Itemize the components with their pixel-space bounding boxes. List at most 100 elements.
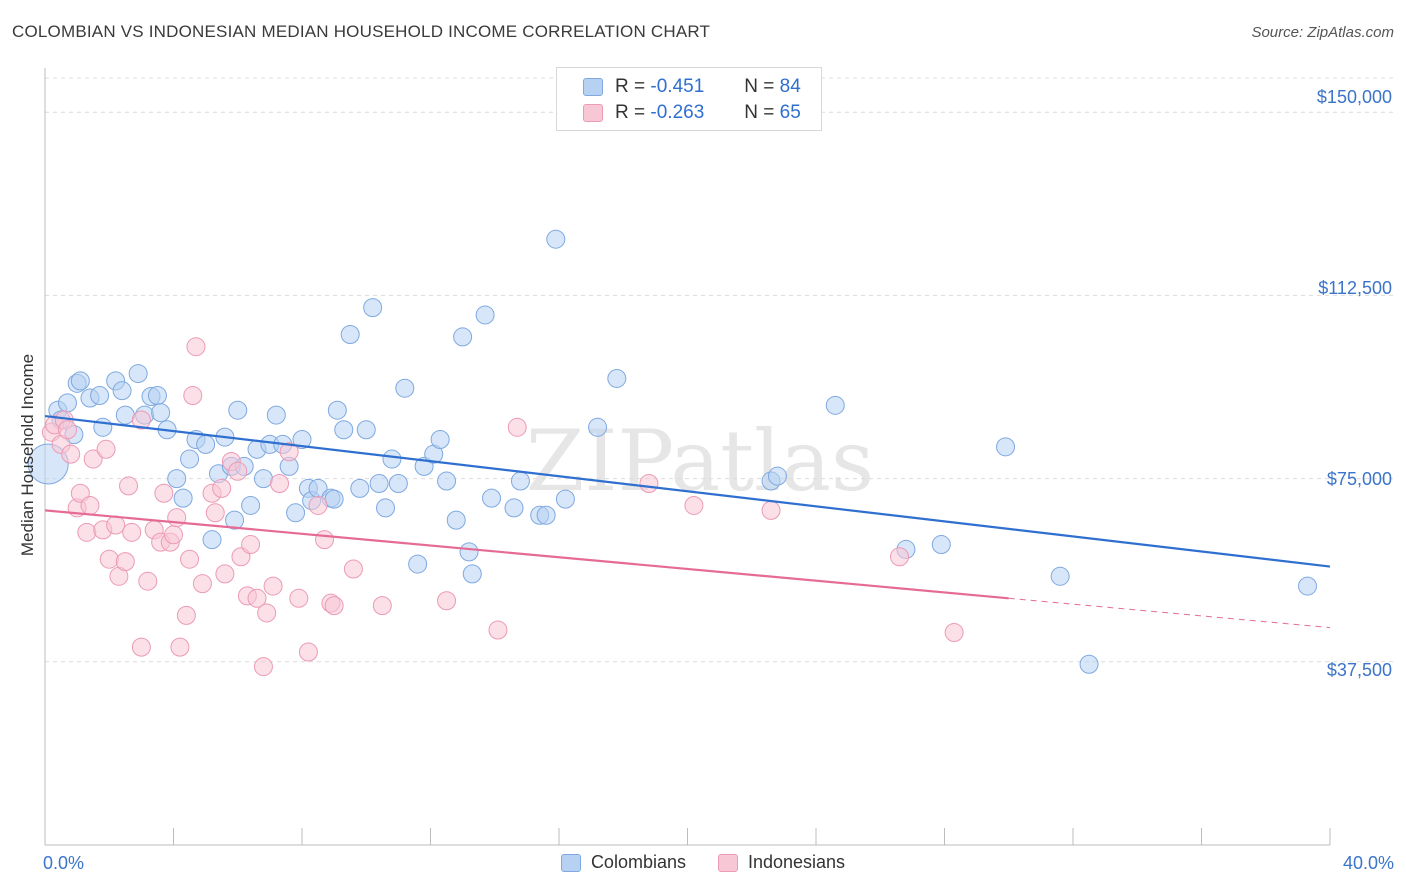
data-point-indonesians bbox=[61, 444, 81, 464]
data-point-indonesians bbox=[437, 591, 457, 611]
legend-r-label: R = bbox=[615, 76, 646, 97]
data-point-colombians bbox=[446, 510, 466, 530]
data-point-colombians bbox=[395, 378, 415, 398]
data-point-indonesians bbox=[57, 420, 77, 440]
data-point-indonesians bbox=[164, 525, 183, 545]
data-point-colombians bbox=[340, 324, 360, 344]
data-point-indonesians bbox=[106, 515, 126, 535]
data-point-indonesians bbox=[186, 337, 206, 357]
data-point-indonesians bbox=[138, 571, 158, 591]
data-point-colombians bbox=[350, 478, 370, 498]
data-point-colombians bbox=[57, 393, 77, 413]
legend-label: Indonesians bbox=[747, 852, 846, 872]
y-axis-label: Median Household Income bbox=[18, 353, 37, 557]
legend-item-colombians[interactable]: Colombians bbox=[560, 852, 686, 873]
x-tick-label: 0.0% bbox=[43, 853, 85, 873]
data-point-colombians bbox=[253, 469, 273, 489]
data-point-indonesians bbox=[119, 476, 139, 496]
axes bbox=[44, 68, 1331, 846]
data-point-colombians bbox=[453, 327, 473, 347]
data-point-indonesians bbox=[247, 588, 267, 608]
data-point-indonesians bbox=[270, 473, 290, 493]
data-point-indonesians bbox=[131, 410, 151, 430]
data-point-indonesians bbox=[176, 605, 196, 625]
legend-swatch-pink bbox=[583, 104, 603, 122]
data-point-indonesians bbox=[488, 620, 508, 640]
legend-n-label: N = bbox=[744, 76, 775, 97]
legend-item-indonesians[interactable]: Indonesians bbox=[717, 852, 846, 873]
data-point-colombians bbox=[588, 417, 608, 437]
data-point-colombians bbox=[202, 530, 222, 550]
data-point-colombians bbox=[196, 434, 216, 454]
data-point-indonesians bbox=[298, 642, 318, 662]
data-point-indonesians bbox=[228, 461, 248, 481]
data-point-colombians bbox=[228, 400, 248, 420]
data-point-indonesians bbox=[99, 549, 119, 569]
data-point-indonesians bbox=[684, 495, 704, 515]
data-point-colombians bbox=[173, 488, 193, 508]
data-point-colombians bbox=[327, 400, 347, 420]
data-point-indonesians bbox=[308, 495, 328, 515]
data-point-indonesians bbox=[314, 530, 334, 550]
data-point-indonesians bbox=[215, 564, 235, 584]
data-point-colombians bbox=[510, 471, 530, 491]
chart-title: COLOMBIAN VS INDONESIAN MEDIAN HOUSEHOLD… bbox=[12, 22, 711, 41]
y-tick-label: $112,500 bbox=[1318, 278, 1392, 298]
data-point-colombians bbox=[996, 437, 1016, 457]
trend-lines bbox=[44, 414, 1331, 629]
data-point-colombians bbox=[147, 386, 167, 406]
data-point-colombians bbox=[266, 405, 286, 425]
data-point-colombians bbox=[475, 305, 495, 325]
data-point-colombians bbox=[167, 469, 187, 489]
data-point-colombians bbox=[70, 371, 90, 391]
data-point-colombians bbox=[430, 430, 450, 450]
data-point-indonesians bbox=[279, 442, 299, 462]
data-point-colombians bbox=[90, 386, 110, 406]
data-point-colombians bbox=[607, 368, 627, 388]
trend-line-indonesians-extension bbox=[1008, 597, 1331, 629]
legend-row-colombians: R = -0.451 N = 84 bbox=[583, 74, 801, 100]
data-point-colombians bbox=[437, 471, 457, 491]
data-point-colombians bbox=[356, 420, 376, 440]
data-point-colombians bbox=[112, 381, 132, 401]
data-point-colombians bbox=[408, 554, 428, 574]
data-point-colombians bbox=[27, 443, 69, 485]
legend-row-indonesians: R = -0.263 N = 65 bbox=[583, 100, 801, 126]
data-point-colombians bbox=[1050, 566, 1070, 586]
data-point-indonesians bbox=[77, 522, 97, 542]
data-point-colombians bbox=[482, 488, 502, 508]
data-point-indonesians bbox=[253, 657, 273, 677]
grid-lines bbox=[45, 77, 1395, 663]
data-point-indonesians bbox=[83, 449, 103, 469]
legend-label: Colombians bbox=[590, 852, 686, 872]
data-point-colombians bbox=[334, 420, 354, 440]
data-point-indonesians bbox=[154, 483, 174, 503]
legend-r-value: -0.451 bbox=[650, 76, 705, 97]
data-point-indonesians bbox=[507, 417, 527, 437]
data-point-indonesians bbox=[241, 535, 261, 555]
data-point-colombians bbox=[931, 535, 951, 555]
data-point-colombians bbox=[459, 542, 479, 562]
data-point-colombians bbox=[536, 505, 556, 525]
data-point-indonesians bbox=[183, 386, 203, 406]
data-point-indonesians bbox=[80, 495, 100, 515]
data-point-indonesians bbox=[257, 603, 277, 623]
data-point-indonesians bbox=[122, 522, 142, 542]
data-point-indonesians bbox=[639, 473, 659, 493]
data-point-colombians bbox=[1298, 576, 1318, 596]
data-point-colombians bbox=[180, 449, 200, 469]
data-point-colombians bbox=[388, 473, 408, 493]
data-point-indonesians bbox=[890, 547, 910, 567]
data-point-colombians bbox=[286, 503, 306, 523]
correlation-legend: R = -0.451 N = 84 R = -0.263 N = 65 bbox=[556, 67, 822, 131]
data-point-colombians bbox=[1079, 654, 1099, 674]
data-point-colombians bbox=[504, 498, 524, 518]
legend-swatch-blue bbox=[560, 853, 581, 872]
trend-line-colombians bbox=[44, 414, 1331, 568]
legend-swatch-pink bbox=[717, 853, 738, 872]
data-point-colombians bbox=[546, 229, 566, 249]
data-point-indonesians bbox=[170, 637, 190, 657]
series-legend: Colombians Indonesians bbox=[0, 852, 1406, 873]
source-label: Source: ZipAtlas.com bbox=[1251, 24, 1394, 41]
